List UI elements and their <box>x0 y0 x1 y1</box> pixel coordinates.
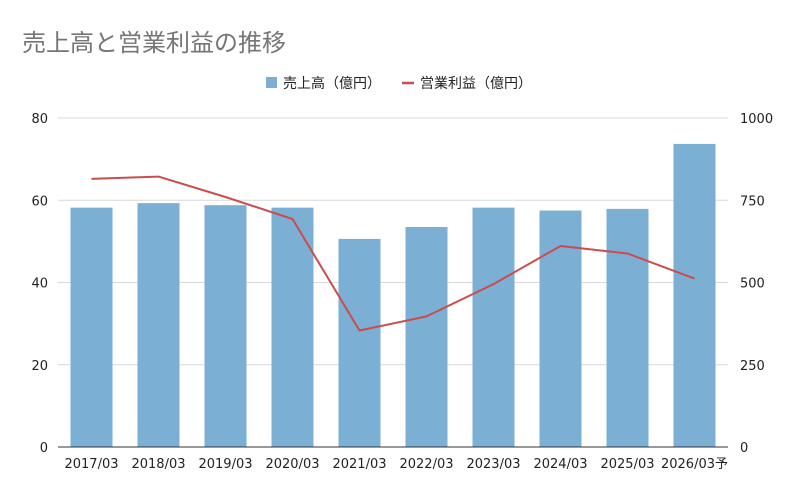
category-labels: 2017/03 2018/03 2019/03 2020/03 2021/03 2022/… <box>64 457 728 472</box>
left-axis-ticks: 0 20 40 60 80 <box>31 112 48 456</box>
left-tick-label: 0 <box>40 441 48 456</box>
right-axis-ticks: 0 250 500 750 1000 <box>740 112 773 456</box>
category-label: 2024/03 <box>533 457 587 472</box>
bar-series-sales <box>70 143 716 447</box>
left-tick-label: 20 <box>31 359 48 374</box>
legend-label-operating-profit: 営業利益（億円） <box>420 76 532 92</box>
category-label: 2017/03 <box>64 457 118 472</box>
right-tick-label: 1000 <box>740 112 773 127</box>
bar <box>539 210 582 447</box>
bar <box>606 208 649 447</box>
left-tick-label: 60 <box>31 194 48 209</box>
legend-swatch-sales <box>266 77 277 88</box>
chart-title: 売上高と営業利益の推移 <box>22 29 286 57</box>
category-label: 2021/03 <box>332 457 386 472</box>
right-tick-label: 0 <box>740 441 748 456</box>
left-tick-label: 40 <box>31 277 48 292</box>
right-tick-label: 250 <box>740 359 765 374</box>
category-label: 2018/03 <box>131 457 185 472</box>
bar <box>338 238 381 447</box>
legend-label-sales: 売上高（億円） <box>283 75 381 92</box>
category-label: 2026/03予 <box>661 457 728 472</box>
category-label: 2023/03 <box>466 457 520 472</box>
bar <box>137 203 180 447</box>
category-label: 2020/03 <box>265 457 319 472</box>
category-label: 2025/03 <box>600 457 654 472</box>
right-tick-label: 500 <box>740 277 765 292</box>
line-series-operating-profit <box>91 175 695 332</box>
bar <box>271 207 314 447</box>
category-label: 2022/03 <box>399 457 453 472</box>
operating-profit-line <box>91 175 695 332</box>
bar <box>673 143 716 447</box>
category-label: 2019/03 <box>198 457 252 472</box>
right-tick-label: 750 <box>740 194 765 209</box>
legend-item-sales: 売上高（億円） <box>266 75 381 92</box>
left-tick-label: 80 <box>31 112 48 127</box>
legend: 売上高（億円） 営業利益（億円） <box>266 75 532 92</box>
legend-item-operating-profit: 営業利益（億円） <box>402 76 532 92</box>
bar <box>70 207 113 447</box>
bar <box>204 205 247 447</box>
bar <box>472 207 515 447</box>
bar <box>405 226 448 447</box>
